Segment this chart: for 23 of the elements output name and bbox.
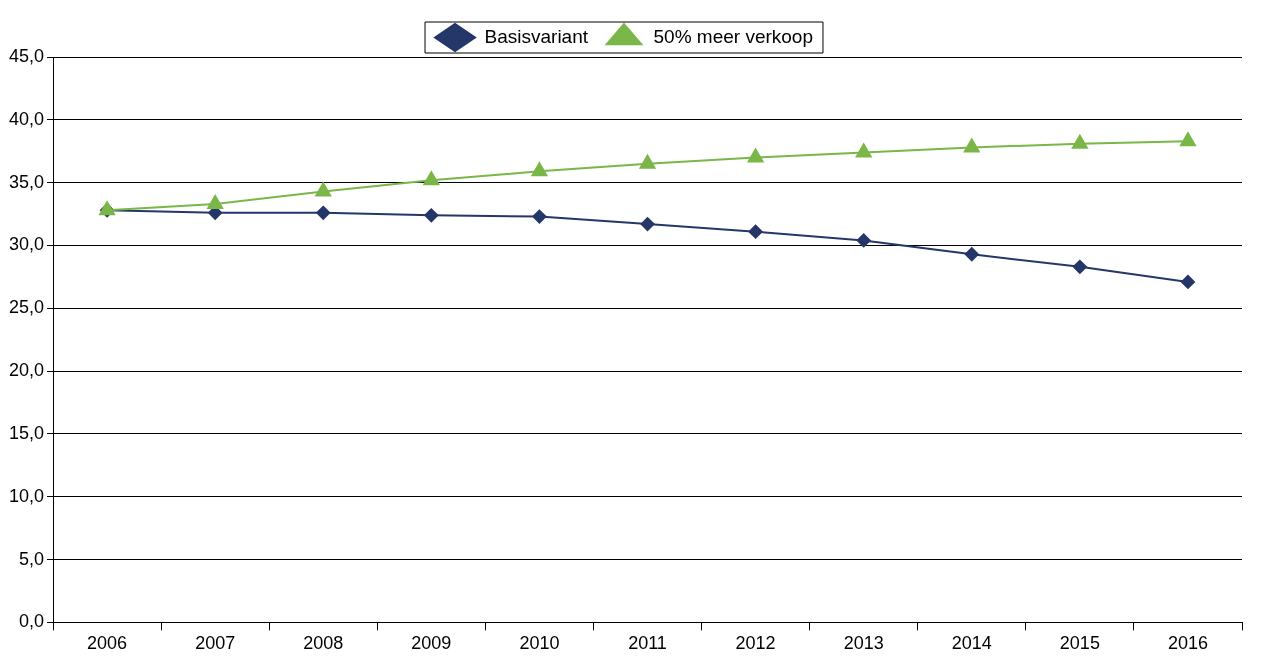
y-tick-label: 30,0 [8,234,45,255]
y-tick-label: 15,0 [8,422,45,443]
y-tick-label: 20,0 [8,360,45,381]
x-tick-label: 2007 [195,633,236,654]
legend-label: Basisvariant [484,25,589,47]
x-tick-label: 2008 [303,633,344,654]
x-tick-label: 2013 [843,633,884,654]
x-tick-label: 2016 [1167,633,1208,654]
x-tick-label: 2010 [519,633,560,654]
y-tick-label: 45,0 [8,45,45,66]
y-tick-label: 5,0 [19,548,45,569]
y-tick-label: 10,0 [8,485,45,506]
legend-label: 50% meer verkoop [653,25,813,47]
y-tick-label: 0,0 [19,611,45,632]
y-tick-label: 40,0 [8,108,45,129]
x-tick-label: 2015 [1059,633,1100,654]
x-tick-label: 2012 [735,633,776,654]
x-tick-label: 2014 [951,633,992,654]
y-tick-label: 25,0 [8,297,45,318]
x-tick-label: 2011 [628,633,667,654]
y-tick-label: 35,0 [8,171,45,192]
x-tick-label: 2009 [411,633,452,654]
x-tick-label: 2006 [87,633,128,654]
